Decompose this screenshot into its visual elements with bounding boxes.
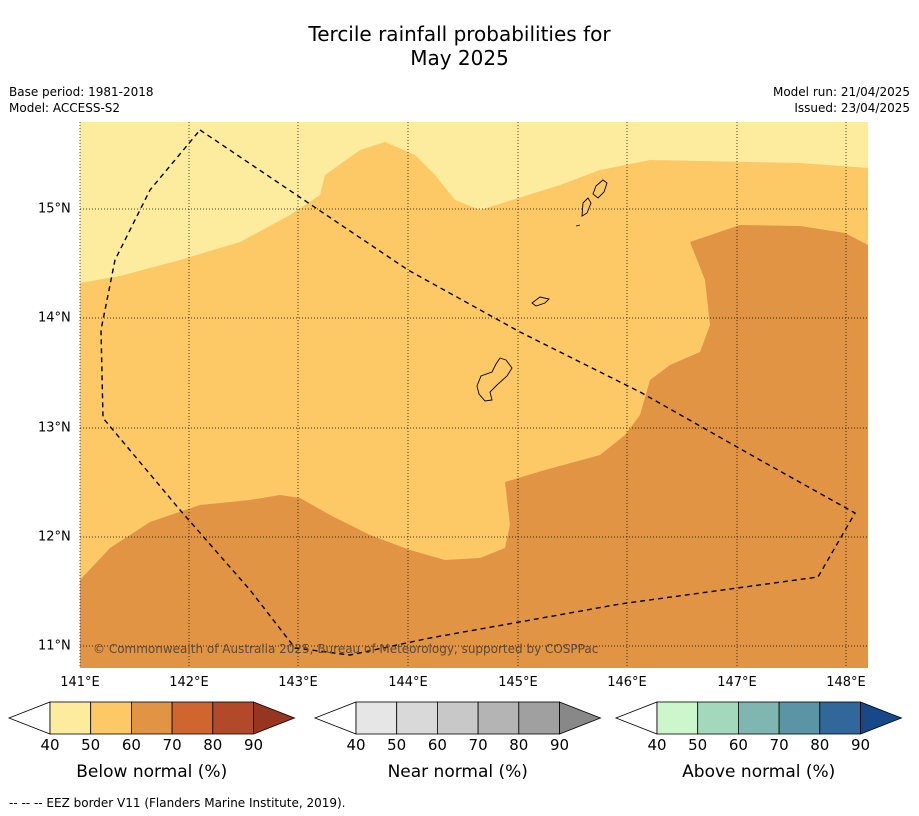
colorbar-near-tick: 60 [427, 736, 447, 754]
colorbar-near-swatch [477, 701, 520, 735]
colorbar-above-label: Above normal (%) [682, 762, 836, 782]
colorbar-below-tick: 80 [203, 736, 223, 754]
colorbar-near-swatch [436, 701, 479, 735]
island-tinian [581, 197, 592, 217]
lat-label-14: 14°N [38, 310, 71, 326]
colorbar-near-swatch [518, 701, 560, 735]
colorbar-below-tick: 70 [162, 736, 182, 754]
island-aguijan [575, 224, 581, 227]
colorbar-above-swatch [778, 701, 821, 735]
island-saipan [592, 179, 608, 199]
colorbar-near-tick: 80 [509, 736, 529, 754]
issued-date: Issued: 23/04/2025 [794, 101, 910, 115]
colorbar-above-tick: 70 [769, 736, 789, 754]
colorbar-below-low-arrow [7, 701, 51, 735]
model-name: Model: ACCESS-S2 [9, 101, 121, 115]
base-period: Base period: 1981-2018 [9, 85, 154, 99]
grid-lines [79, 122, 868, 668]
lon-label-142: 142°E [169, 675, 209, 690]
colorbar-above-swatch [656, 701, 699, 735]
meta-right: Model run: 21/04/2025 Issued: 23/04/2025 [773, 84, 910, 116]
lon-label-145: 145°E [498, 675, 538, 690]
colorbar-above-high-arrow [860, 701, 903, 735]
colorbars [7, 701, 903, 735]
island-guam [476, 357, 513, 402]
colorbar-below-tick: 60 [121, 736, 141, 754]
lon-label-147: 147°E [717, 675, 757, 690]
colorbar-near-swatch [396, 701, 438, 735]
islands [476, 179, 608, 402]
title-line-2: May 2025 [410, 46, 509, 70]
colorbar-above-swatch [738, 701, 780, 735]
colorbar-above-swatch [697, 701, 739, 735]
colorbar-near-swatch [355, 701, 398, 735]
lat-label-13: 13°N [38, 420, 71, 436]
lon-label-146: 146°E [607, 675, 647, 690]
colorbar-near-tick: 50 [387, 736, 407, 754]
lat-label-12: 12°N [38, 529, 71, 545]
band-40-50 [80, 122, 868, 283]
colorbar-above-tick: 60 [728, 736, 748, 754]
colorbar-near-label: Near normal (%) [387, 762, 528, 782]
colorbar-near-low-arrow [313, 701, 357, 735]
colorbar-above-low-arrow [614, 701, 658, 735]
footer-note: -- -- -- EEZ border V11 (Flanders Marine… [9, 796, 346, 810]
colorbar-near-high-arrow [559, 701, 602, 735]
lat-label-15: 15°N [38, 201, 71, 217]
colorbar-below-swatch [49, 701, 92, 735]
colorbar-near-tick: 90 [549, 736, 570, 754]
island-rota [531, 296, 550, 307]
lon-label-143: 143°E [278, 675, 318, 690]
colorbar-above-swatch [819, 701, 861, 735]
colorbar-near-tick: 70 [468, 736, 488, 754]
colorbar-below-swatch [212, 701, 254, 735]
copyright-text: © Commonwealth of Australia 2025, Bureau… [93, 642, 598, 656]
model-run: Model run: 21/04/2025 [772, 85, 910, 99]
chart-title: Tercile rainfall probabilities for May 2… [0, 22, 919, 70]
colorbar-above-tick: 40 [647, 736, 667, 754]
lon-label-148: 148°E [826, 675, 866, 690]
lat-label-11: 11°N [38, 638, 71, 654]
colorbar-above-tick: 50 [688, 736, 708, 754]
eez-border [100, 129, 856, 656]
colorbar-below-tick: 40 [40, 736, 60, 754]
colorbar-above-tick: 80 [810, 736, 830, 754]
meta-left: Base period: 1981-2018 Model: ACCESS-S2 [9, 84, 154, 116]
band-60-70 [80, 225, 868, 668]
colorbar-below-swatch [171, 701, 214, 735]
colorbar-below-tick: 90 [243, 736, 264, 754]
colorbar-below-swatch [90, 701, 132, 735]
title-line-1: Tercile rainfall probabilities for [308, 22, 611, 46]
colorbar-above-tick: 90 [850, 736, 871, 754]
colorbar-below-swatch [130, 701, 173, 735]
colorbar-below-label: Below normal (%) [76, 762, 228, 782]
lon-label-141: 141°E [60, 675, 100, 690]
colorbar-near-tick: 40 [346, 736, 366, 754]
lon-label-144: 144°E [388, 675, 428, 690]
colorbar-below-tick: 50 [81, 736, 101, 754]
colorbar-below-high-arrow [253, 701, 296, 735]
